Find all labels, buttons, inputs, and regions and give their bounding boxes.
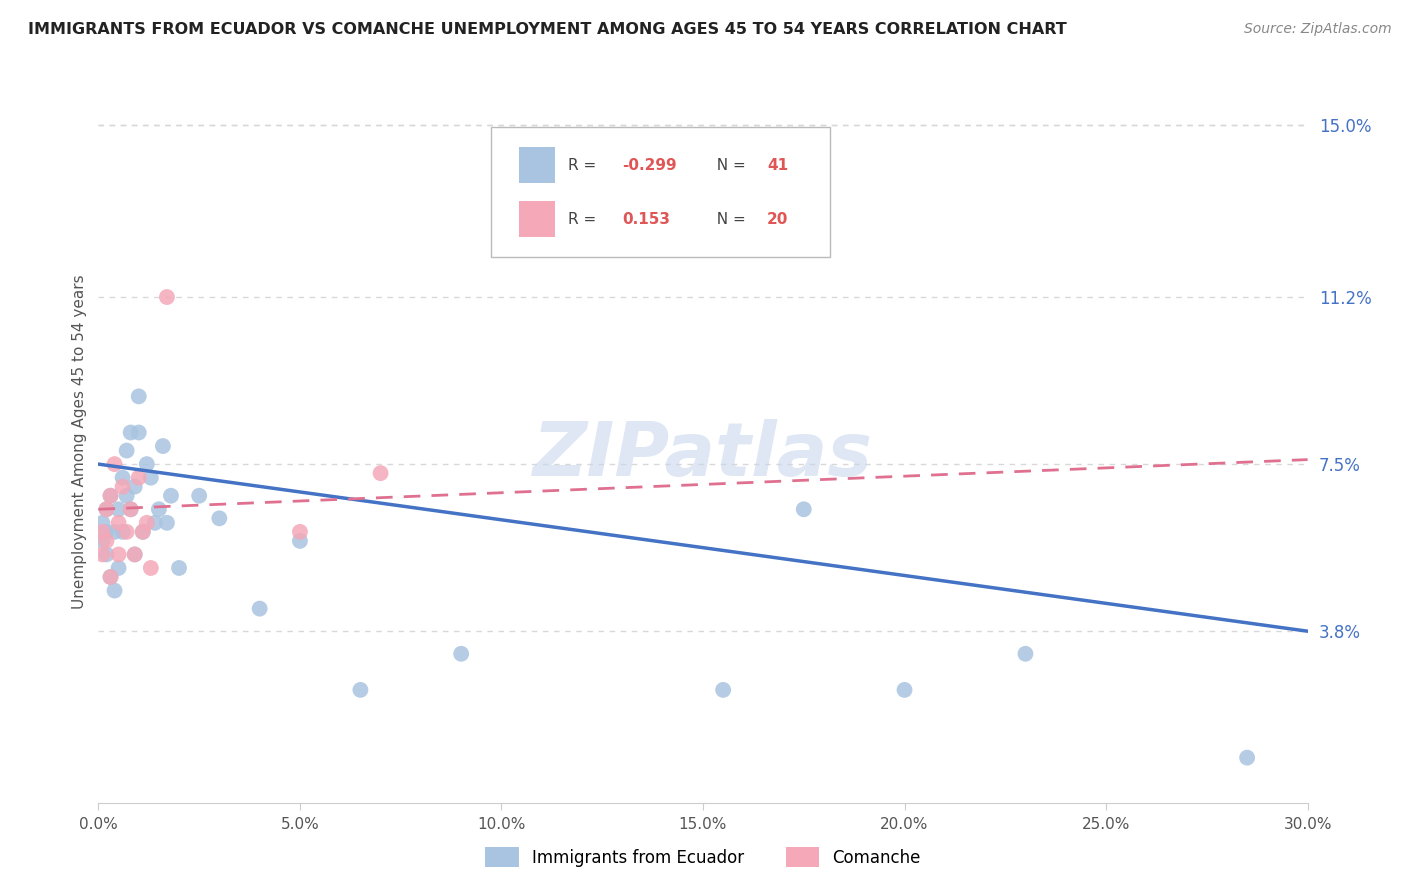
Text: N =: N =	[707, 211, 751, 227]
Point	[107, 502, 129, 516]
Text: N =: N =	[707, 158, 751, 173]
Bar	[519, 147, 555, 184]
Point	[288, 524, 311, 539]
Point	[107, 561, 129, 575]
Point	[156, 290, 179, 304]
Point	[893, 682, 915, 697]
Text: -0.299: -0.299	[621, 158, 676, 173]
FancyBboxPatch shape	[492, 128, 830, 257]
Point	[103, 524, 125, 539]
Point	[249, 601, 271, 615]
Text: 0.153: 0.153	[621, 211, 671, 227]
Point	[152, 439, 174, 453]
Point	[135, 457, 157, 471]
Point	[167, 561, 190, 575]
Point	[91, 524, 114, 539]
Point	[107, 516, 129, 530]
Point	[124, 548, 146, 562]
Point	[100, 570, 122, 584]
Point	[188, 489, 211, 503]
Point	[124, 480, 146, 494]
Point	[132, 524, 155, 539]
Text: IMMIGRANTS FROM ECUADOR VS COMANCHE UNEMPLOYMENT AMONG AGES 45 TO 54 YEARS CORRE: IMMIGRANTS FROM ECUADOR VS COMANCHE UNEM…	[28, 22, 1067, 37]
Point	[96, 548, 118, 562]
Point	[115, 443, 138, 458]
Point	[143, 516, 166, 530]
Legend: Immigrants from Ecuador, Comanche: Immigrants from Ecuador, Comanche	[478, 840, 928, 874]
Point	[96, 533, 118, 548]
Point	[132, 524, 155, 539]
Point	[135, 516, 157, 530]
Text: ZIPatlas: ZIPatlas	[533, 419, 873, 492]
Text: 20: 20	[768, 211, 789, 227]
Point	[96, 524, 118, 539]
Point	[120, 502, 142, 516]
Point	[107, 548, 129, 562]
Point	[370, 466, 392, 480]
Point	[111, 480, 134, 494]
Point	[100, 489, 122, 503]
Point	[139, 471, 162, 485]
Point	[711, 682, 734, 697]
Bar	[519, 202, 555, 237]
Point	[139, 561, 162, 575]
Text: 41: 41	[768, 158, 789, 173]
Point	[1236, 750, 1258, 764]
Point	[148, 502, 170, 516]
Point	[100, 489, 122, 503]
Point	[103, 583, 125, 598]
Text: R =: R =	[568, 211, 606, 227]
Point	[124, 548, 146, 562]
Point	[111, 524, 134, 539]
Point	[103, 457, 125, 471]
Point	[91, 533, 114, 548]
Point	[128, 389, 150, 403]
Point	[156, 516, 179, 530]
Point	[96, 502, 118, 516]
Point	[208, 511, 231, 525]
Point	[160, 489, 183, 503]
Text: R =: R =	[568, 158, 600, 173]
Point	[120, 502, 142, 516]
Point	[1014, 647, 1036, 661]
Point	[115, 489, 138, 503]
Point	[111, 471, 134, 485]
Point	[91, 516, 114, 530]
Point	[288, 533, 311, 548]
Point	[96, 502, 118, 516]
Point	[128, 471, 150, 485]
Text: Source: ZipAtlas.com: Source: ZipAtlas.com	[1244, 22, 1392, 37]
Point	[128, 425, 150, 440]
Y-axis label: Unemployment Among Ages 45 to 54 years: Unemployment Among Ages 45 to 54 years	[72, 274, 87, 609]
Point	[100, 570, 122, 584]
Point	[349, 682, 371, 697]
Point	[115, 524, 138, 539]
Point	[450, 647, 472, 661]
Point	[793, 502, 815, 516]
Point	[91, 548, 114, 562]
Point	[120, 425, 142, 440]
